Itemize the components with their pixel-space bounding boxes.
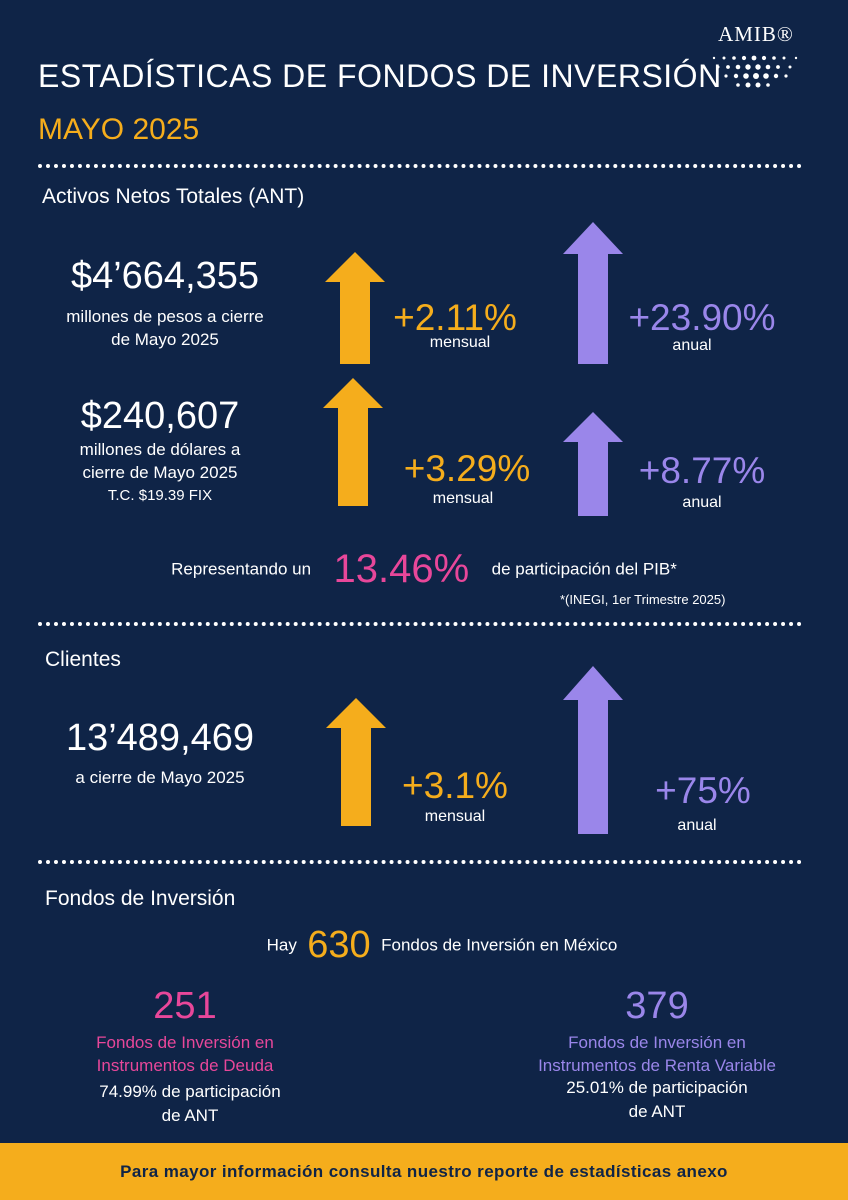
pesos-annual-arrow-icon: [563, 222, 623, 364]
clients-annual-arrow-icon: [563, 666, 623, 834]
logo-dots-icon: [712, 55, 798, 88]
divider: [38, 164, 802, 168]
clients-monthly-label: mensual: [424, 808, 486, 825]
amib-logo: AMIB®: [706, 22, 806, 92]
pesos-monthly-arrow-icon: [325, 252, 385, 364]
clients-annual-label: anual: [677, 817, 717, 834]
logo-text: AMIB®: [718, 22, 794, 46]
ant-pesos-description: millones de pesos a cierre de Mayo 2025: [66, 307, 264, 349]
debt-funds-count: 251: [153, 985, 217, 1027]
page-subtitle-month: MAYO 2025: [38, 113, 200, 146]
divider: [38, 622, 802, 626]
pib-source-note: *(INEGI, 1er Trimestre 2025): [560, 592, 726, 607]
footer-banner: Para mayor información consulta nuestro …: [0, 1143, 848, 1200]
pib-suffix: de participación del PIB*: [491, 559, 677, 579]
funds-total-suffix: Fondos de Inversión en México: [381, 935, 618, 955]
pib-value: 13.46%: [333, 547, 470, 591]
dollars-annual-label: anual: [682, 494, 722, 511]
clients-description: a cierre de Mayo 2025: [75, 768, 245, 787]
dollars-monthly-pct: +3.29%: [403, 448, 531, 489]
dollars-annual-pct: +8.77%: [638, 450, 766, 491]
pib-statement: Representando un 13.46% de participación…: [0, 547, 848, 592]
dollars-monthly-arrow-icon: [323, 378, 383, 506]
dollars-annual-arrow-icon: [563, 412, 623, 516]
clients-monthly-arrow-icon: [326, 698, 386, 826]
ant-pesos-value: $4’664,355: [70, 255, 260, 297]
divider: [38, 860, 802, 864]
dollars-monthly-label: mensual: [432, 490, 494, 507]
pesos-annual-label: anual: [672, 337, 712, 354]
ant-section-title: Activos Netos Totales (ANT): [42, 185, 305, 208]
funds-section-title: Fondos de Inversión: [45, 887, 236, 910]
funds-total-statement: Hay 630 Fondos de Inversión en México: [0, 924, 848, 967]
clients-value: 13’489,469: [65, 717, 255, 759]
debt-funds-share: 74.99% de participación de ANT: [99, 1082, 281, 1125]
ant-dollars-description: millones de dólares a cierre de Mayo 202…: [79, 440, 241, 504]
pesos-monthly-pct: +2.11%: [393, 297, 517, 338]
funds-total-prefix: Hay: [266, 935, 297, 955]
pesos-monthly-label: mensual: [429, 334, 491, 351]
equity-funds-count: 379: [625, 985, 689, 1027]
pesos-annual-pct: +23.90%: [628, 297, 776, 338]
funds-total-value: 630: [307, 924, 371, 966]
ant-dollars-value: $240,607: [80, 395, 240, 437]
equity-funds-label: Fondos de Inversión en Instrumentos de R…: [538, 1033, 776, 1075]
pib-prefix: Representando un: [171, 559, 312, 579]
clients-section-title: Clientes: [45, 648, 121, 671]
clients-annual-pct: +75%: [655, 770, 751, 811]
debt-funds-label: Fondos de Inversión en Instrumentos de D…: [96, 1033, 274, 1075]
clients-monthly-pct: +3.1%: [402, 765, 508, 806]
equity-funds-share: 25.01% de participación de ANT: [566, 1078, 748, 1121]
page-title: ESTADÍSTICAS DE FONDOS DE INVERSIÓN: [38, 58, 722, 94]
